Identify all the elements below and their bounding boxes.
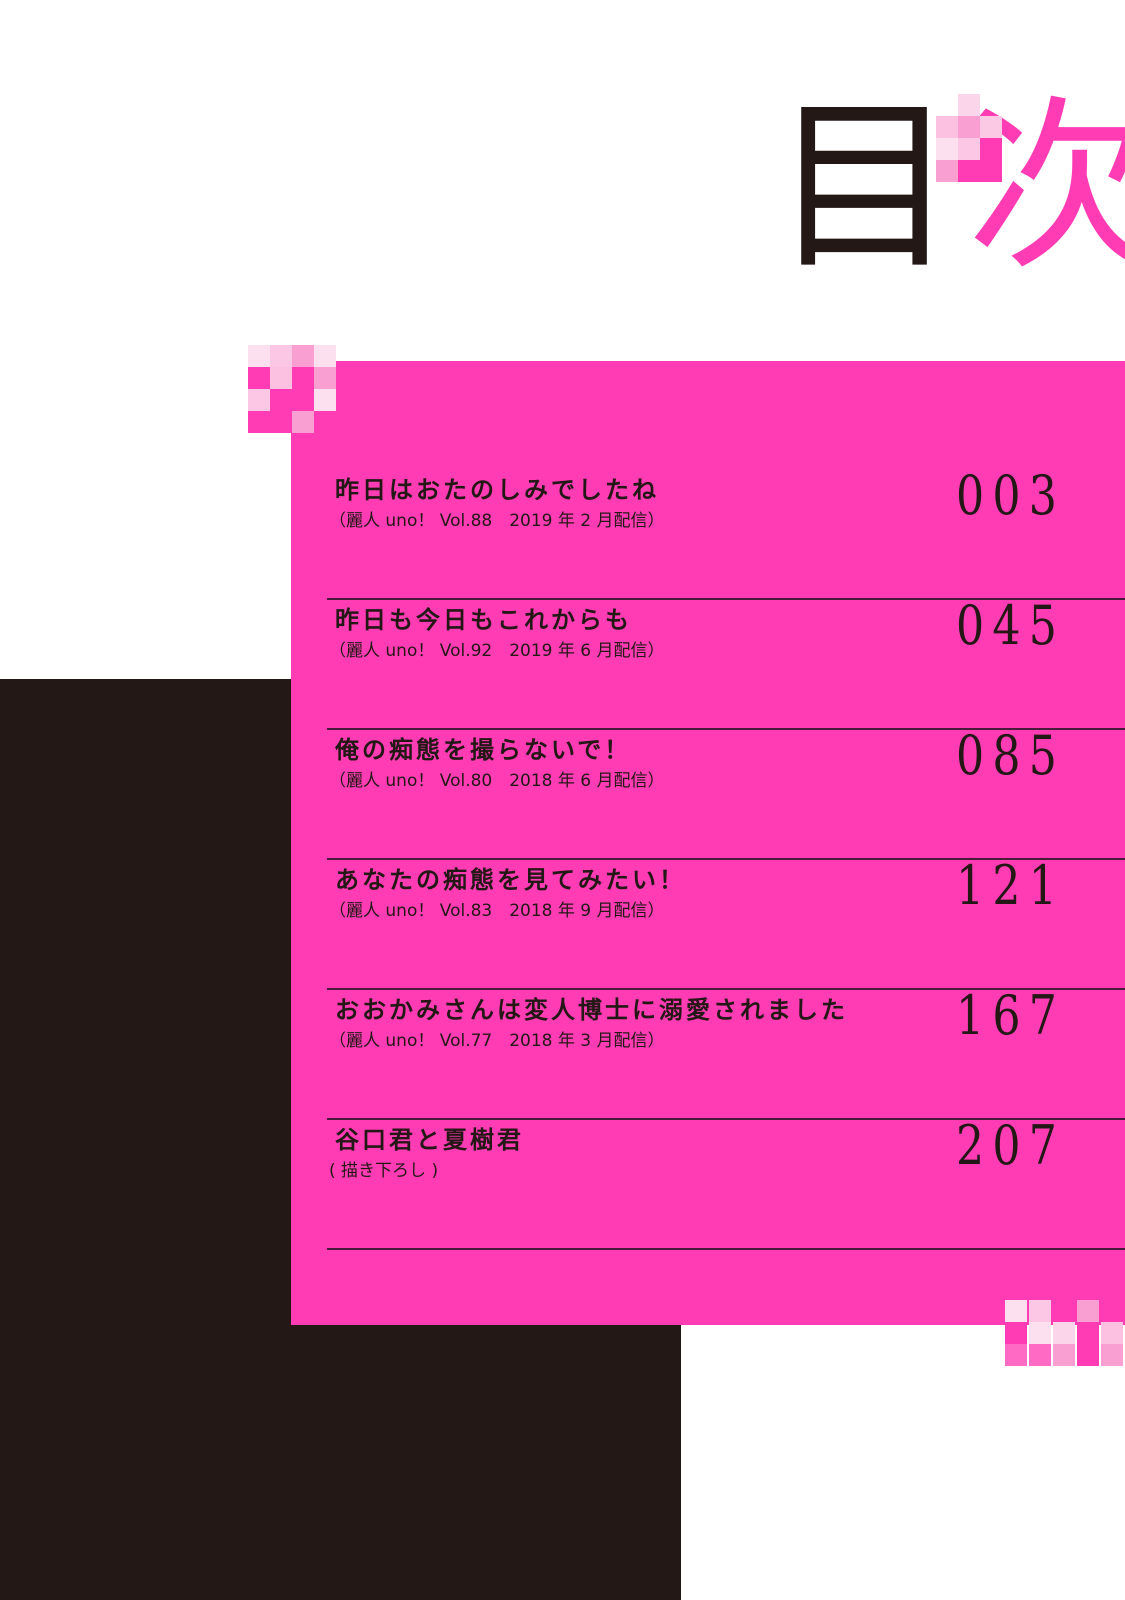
toc-entry[interactable]: 谷口君と夏樹君 ( 描き下ろし ) 207: [327, 1114, 1125, 1250]
title-char-1: 目: [772, 79, 967, 295]
entry-page-number: 167: [955, 984, 1065, 1047]
entry-page-number: 045: [955, 594, 1065, 657]
entry-source: （麗人 uno！ Vol.88 2019 年 2 月配信）: [329, 511, 665, 531]
page-title: 目次: [772, 95, 1125, 280]
mosaic-decoration-bottom: [1005, 1300, 1125, 1366]
entry-title: あなたの痴態を見てみたい！: [335, 866, 686, 894]
entry-source: （麗人 uno！ Vol.83 2018 年 9 月配信）: [329, 901, 665, 921]
toc-entry[interactable]: 昨日はおたのしみでしたね （麗人 uno！ Vol.88 2019 年 2 月配…: [327, 464, 1125, 600]
contents-panel: [291, 361, 1125, 1325]
entry-source: （麗人 uno！ Vol.92 2019 年 6 月配信）: [329, 641, 665, 661]
toc-entry[interactable]: おおかみさんは変人博士に溺愛されました （麗人 uno！ Vol.77 2018…: [327, 984, 1125, 1120]
entry-page-number: 085: [955, 724, 1065, 787]
entry-page-number: 003: [955, 464, 1065, 527]
entry-title: 昨日も今日もこれからも: [335, 606, 632, 634]
entry-page-number: 207: [955, 1114, 1065, 1177]
entry-title: 谷口君と夏樹君: [335, 1126, 524, 1154]
toc-entry[interactable]: 昨日も今日もこれからも （麗人 uno！ Vol.92 2019 年 6 月配信…: [327, 594, 1125, 730]
mosaic-decoration-left: [248, 345, 336, 433]
toc-entry[interactable]: あなたの痴態を見てみたい！ （麗人 uno！ Vol.83 2018 年 9 月…: [327, 854, 1125, 990]
entry-source: （麗人 uno！ Vol.77 2018 年 3 月配信）: [329, 1031, 665, 1051]
toc-entry[interactable]: 俺の痴態を撮らないで！ （麗人 uno！ Vol.80 2018 年 6 月配信…: [327, 724, 1125, 860]
entry-page-number: 121: [955, 854, 1065, 917]
mosaic-decoration-top: [936, 94, 1002, 182]
entry-source: ( 描き下ろし ): [329, 1161, 439, 1181]
entry-title: おおかみさんは変人博士に溺愛されました: [335, 996, 848, 1024]
entry-title: 昨日はおたのしみでしたね: [335, 476, 659, 504]
entry-source: （麗人 uno！ Vol.80 2018 年 6 月配信）: [329, 771, 665, 791]
entry-title: 俺の痴態を撮らないで！: [335, 736, 632, 764]
